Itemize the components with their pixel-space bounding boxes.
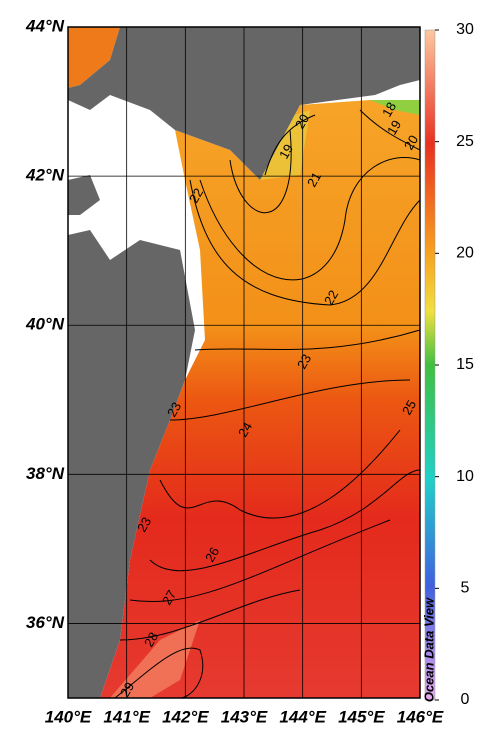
ocean-field (100, 100, 420, 698)
land-honshu (68, 230, 195, 698)
contour-label: 22 (186, 185, 206, 205)
cold-patch (260, 110, 310, 180)
sea-of-japan (68, 27, 120, 88)
contour-label: 19 (384, 117, 404, 137)
credit: Ocean Data View (421, 597, 436, 702)
colorbar-tick-label: 15 (456, 356, 474, 373)
lat-label: 42°N (25, 166, 65, 185)
lat-label: 38°N (26, 464, 65, 483)
contour-label: 22 (321, 287, 341, 307)
land (68, 175, 100, 215)
lon-label: 145°E (338, 707, 385, 726)
lat-label: 40°N (25, 315, 65, 334)
contour-label: 24 (235, 419, 255, 439)
contour-label: 23 (164, 399, 184, 419)
contour-label: 25 (399, 397, 419, 417)
lon-label: 144°E (279, 707, 326, 726)
contour-label: 21 (304, 169, 324, 189)
contour-label: 20 (401, 132, 421, 152)
contour-label: 20 (292, 111, 312, 131)
cold-patch (370, 100, 420, 115)
lon-label: 143°E (221, 707, 268, 726)
contour-label: 23 (134, 514, 154, 534)
lon-label: 146°E (397, 707, 444, 726)
contour-label: 18 (379, 99, 399, 119)
colorbar-tick-label: 10 (456, 468, 474, 485)
contour-label: 27 (159, 587, 179, 607)
colorbar-tick-label: 20 (456, 245, 474, 262)
lon-label: 140°E (45, 707, 92, 726)
map-frame (67, 26, 421, 699)
colorbar-tick-label: 30 (456, 21, 474, 38)
colorbar-tick-label: 0 (461, 691, 470, 708)
lat-label: 36°N (26, 613, 65, 632)
contour-label: 19 (276, 141, 296, 161)
colorbar-tick-label: 5 (461, 580, 470, 597)
contours (114, 109, 421, 699)
contour-label: 28 (141, 629, 161, 649)
lat-label: 44°N (25, 16, 65, 35)
lon-label: 142°E (162, 707, 209, 726)
colorbar-tick-label: 25 (456, 133, 474, 150)
lon-label: 141°E (103, 707, 150, 726)
warm-patch (110, 620, 200, 698)
contour-label: 23 (294, 351, 314, 371)
contour-label: 26 (202, 544, 222, 564)
contour-label: 29 (117, 679, 137, 699)
